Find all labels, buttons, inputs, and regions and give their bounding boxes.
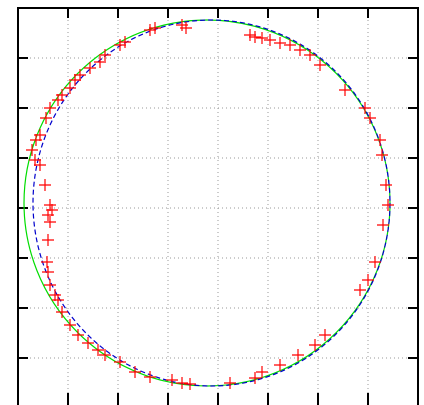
data-point — [52, 94, 64, 106]
data-point — [84, 62, 96, 74]
data-point — [339, 84, 351, 96]
data-point — [99, 49, 111, 61]
data-point — [319, 329, 331, 341]
data-point — [274, 359, 286, 371]
data-point — [224, 377, 236, 389]
data-point — [380, 179, 392, 191]
data-point — [144, 371, 156, 383]
data-point — [29, 154, 41, 166]
data-point — [40, 112, 52, 124]
data-point — [44, 216, 56, 228]
data-point — [364, 112, 376, 124]
data-point — [249, 31, 261, 43]
data-point — [362, 274, 374, 286]
plot-frame — [17, 7, 419, 405]
data-point — [114, 39, 126, 51]
data-point — [74, 69, 86, 81]
data-point — [39, 179, 51, 191]
data-point — [256, 32, 268, 44]
data-point — [249, 372, 261, 384]
data-point — [292, 349, 304, 361]
data-point — [30, 134, 42, 146]
data-point — [56, 306, 68, 318]
data-point — [180, 22, 192, 34]
data-point — [69, 74, 81, 86]
data-point — [94, 56, 106, 68]
data-point — [274, 37, 286, 49]
data-point — [376, 149, 388, 161]
data-point — [184, 378, 196, 390]
data-point — [144, 24, 156, 36]
data-point — [149, 22, 161, 34]
data-point — [64, 319, 76, 331]
data-point — [244, 29, 256, 41]
data-point — [114, 356, 126, 368]
data-point — [354, 284, 366, 296]
data-point — [44, 279, 56, 291]
data-point — [49, 289, 61, 301]
fit-curve — [32, 19, 391, 387]
data-point — [309, 339, 321, 351]
data-point — [44, 102, 56, 114]
data-point — [82, 337, 94, 349]
data-point — [34, 159, 46, 171]
data-point — [374, 134, 386, 146]
data-point — [72, 329, 84, 341]
data-point — [42, 209, 54, 221]
data-point — [42, 266, 54, 278]
data-point — [64, 82, 76, 94]
data-point — [294, 44, 306, 56]
data-point — [119, 36, 131, 48]
data-point — [304, 49, 316, 61]
data-point — [382, 199, 394, 211]
data-point — [92, 344, 104, 356]
data-point — [314, 59, 326, 71]
data-point — [377, 219, 389, 231]
data-point — [129, 366, 141, 378]
data-point — [359, 102, 371, 114]
data-point — [42, 234, 54, 246]
data-point — [44, 199, 56, 211]
data-point — [52, 294, 64, 306]
data-point — [176, 377, 188, 389]
data-point — [264, 34, 276, 46]
data-point — [256, 366, 268, 378]
data-point — [41, 256, 53, 268]
data-point — [166, 374, 178, 386]
data-point — [284, 39, 296, 51]
data-point — [369, 256, 381, 268]
data-point — [99, 349, 111, 361]
data-point — [26, 144, 38, 156]
